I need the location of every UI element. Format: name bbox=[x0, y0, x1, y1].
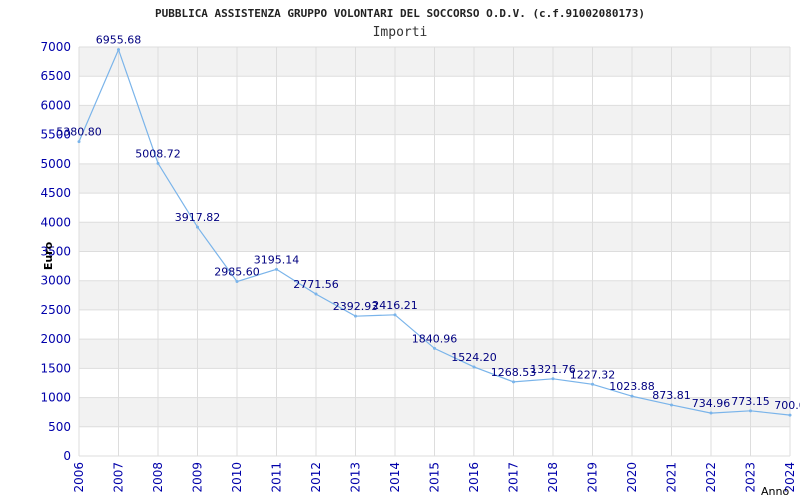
x-tick-label: 2018 bbox=[546, 462, 560, 493]
data-label: 2771.56 bbox=[293, 278, 339, 291]
x-tick-label: 2024 bbox=[783, 462, 797, 493]
x-tick-label: 2007 bbox=[112, 462, 126, 493]
data-label: 3917.82 bbox=[175, 211, 221, 224]
x-tick-label: 2008 bbox=[151, 462, 165, 493]
data-point bbox=[354, 314, 357, 318]
data-label: 2392.93 bbox=[333, 300, 379, 313]
y-tick-label: 0 bbox=[63, 449, 71, 463]
data-label: 3195.14 bbox=[254, 253, 300, 266]
data-point bbox=[196, 225, 199, 229]
x-tick-label: 2022 bbox=[704, 462, 718, 493]
x-tick-label: 2017 bbox=[507, 462, 521, 493]
data-point bbox=[551, 377, 555, 381]
y-tick-label: 6500 bbox=[40, 69, 71, 83]
y-tick-label: 5500 bbox=[40, 128, 71, 142]
data-point bbox=[77, 140, 81, 144]
chart-subtitle: Importi bbox=[372, 25, 428, 40]
x-tick-label: 2020 bbox=[625, 462, 639, 493]
data-point bbox=[235, 280, 239, 284]
x-tick-label: 2014 bbox=[388, 462, 402, 493]
data-point bbox=[275, 267, 278, 271]
data-point bbox=[788, 413, 792, 417]
data-point bbox=[630, 394, 634, 398]
y-tick-label: 4500 bbox=[40, 186, 71, 200]
y-tick-label: 1000 bbox=[40, 391, 71, 405]
y-tick-label: 2500 bbox=[40, 303, 71, 317]
x-tick-label: 2011 bbox=[270, 462, 284, 493]
data-label: 6955.68 bbox=[96, 34, 142, 47]
data-label: 5380.80 bbox=[56, 126, 102, 139]
x-tick-label: 2013 bbox=[349, 462, 363, 493]
data-label: 1840.96 bbox=[412, 332, 458, 345]
data-label: 1524.20 bbox=[451, 351, 497, 364]
data-label: 734.96 bbox=[692, 397, 731, 410]
x-tick-label: 2006 bbox=[72, 462, 86, 493]
data-point bbox=[393, 313, 397, 317]
data-label: 1023.88 bbox=[609, 380, 655, 393]
y-axis-label: Euro bbox=[42, 241, 55, 270]
y-tick-label: 500 bbox=[48, 420, 71, 434]
data-label: 2416.21 bbox=[372, 299, 418, 312]
x-tick-label: 2015 bbox=[428, 462, 442, 493]
data-label: 1321.76 bbox=[530, 363, 576, 376]
data-point bbox=[670, 403, 673, 407]
data-label: 700.0 bbox=[774, 399, 800, 412]
x-tick-label: 2016 bbox=[467, 462, 481, 493]
data-point bbox=[472, 365, 476, 369]
x-tick-label: 2012 bbox=[309, 462, 323, 493]
chart-title: PUBBLICA ASSISTENZA GRUPPO VOLONTARI DEL… bbox=[154, 7, 646, 20]
y-tick-label: 1500 bbox=[40, 361, 71, 375]
data-point bbox=[591, 382, 594, 386]
data-label: 873.81 bbox=[652, 389, 691, 402]
data-point bbox=[709, 411, 713, 415]
data-label: 1268.53 bbox=[491, 366, 537, 379]
x-tick-label: 2019 bbox=[586, 462, 600, 493]
data-point bbox=[512, 380, 515, 384]
data-point bbox=[117, 48, 120, 52]
x-tick-label: 2010 bbox=[230, 462, 244, 493]
data-point bbox=[749, 409, 752, 413]
y-tick-label: 2000 bbox=[40, 332, 71, 346]
data-label: 2985.60 bbox=[214, 266, 260, 279]
y-tick-label: 3500 bbox=[40, 245, 71, 259]
x-tick-label: 2021 bbox=[665, 462, 679, 493]
y-tick-label: 3000 bbox=[40, 274, 71, 288]
x-tick-label: 2009 bbox=[191, 462, 205, 493]
y-tick-label: 6000 bbox=[40, 98, 71, 112]
y-tick-label: 5000 bbox=[40, 157, 71, 171]
y-tick-label: 4000 bbox=[40, 215, 71, 229]
y-tick-label: 7000 bbox=[40, 40, 71, 54]
data-label: 5008.72 bbox=[135, 147, 181, 160]
data-point bbox=[156, 161, 160, 165]
data-point bbox=[433, 346, 436, 350]
data-point bbox=[314, 292, 318, 296]
x-axis-label: Anno bbox=[761, 485, 789, 498]
data-label: 1227.32 bbox=[570, 368, 616, 381]
data-label: 773.15 bbox=[731, 395, 770, 408]
x-tick-label: 2023 bbox=[744, 462, 758, 493]
